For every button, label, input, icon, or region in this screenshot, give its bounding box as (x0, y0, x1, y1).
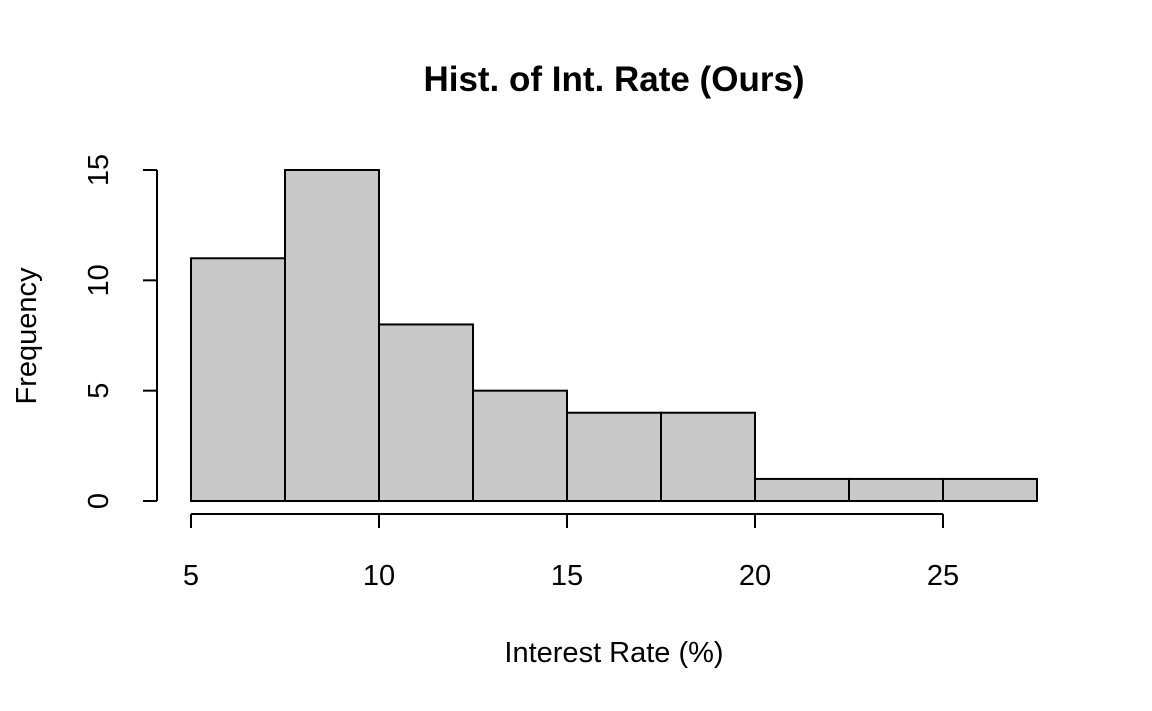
y-tick-label-1: 5 (83, 383, 115, 399)
histogram-bar-4 (566, 411, 662, 503)
histogram-bar-3 (472, 389, 568, 502)
histogram-bar-2 (378, 323, 474, 503)
histogram-bar-7 (848, 477, 944, 502)
y-tick-label-3: 15 (83, 154, 115, 186)
histogram-bar-1 (284, 169, 380, 502)
x-tick-label-0: 5 (183, 560, 199, 592)
histogram-bar-0 (190, 257, 286, 502)
x-axis: 5 10 15 20 25 (183, 513, 959, 592)
histogram-bar-5 (660, 411, 756, 503)
bars-layer (190, 169, 1038, 503)
y-tick-label-2: 10 (83, 264, 115, 296)
histogram-bar-8 (942, 477, 1038, 502)
y-axis: 0 5 10 15 (83, 154, 158, 509)
chart-title: Hist. of Int. Rate (Ours) (423, 60, 804, 99)
y-tick-label-0: 0 (83, 493, 115, 509)
x-axis-label: Interest Rate (%) (504, 637, 723, 669)
x-tick-label-2: 15 (551, 560, 583, 592)
x-tick-label-1: 10 (363, 560, 395, 592)
x-tick-label-4: 25 (927, 560, 959, 592)
x-tick-label-3: 20 (739, 560, 771, 592)
histogram-bar-6 (754, 477, 850, 502)
y-axis-label: Frequency (11, 267, 43, 405)
